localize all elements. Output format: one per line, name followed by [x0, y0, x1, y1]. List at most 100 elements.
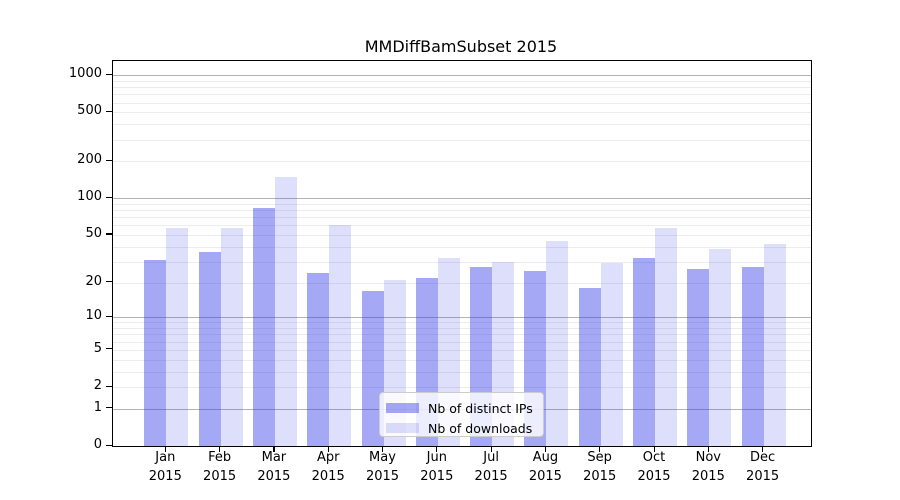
- gridline-8: [113, 328, 811, 330]
- bar-distinct-ips-jan: [144, 260, 167, 446]
- gridline-6: [113, 341, 811, 343]
- x-tick-mark-nov: [707, 446, 709, 452]
- gridline-30: [113, 261, 811, 263]
- gridline-60: [113, 225, 811, 227]
- bar-downloads-aug: [546, 240, 569, 446]
- gridline-100: [113, 198, 811, 200]
- bar-downloads-jan: [166, 228, 189, 446]
- gridline-800: [113, 87, 811, 89]
- bar-downloads-apr: [329, 225, 352, 446]
- y-tick-label-100: 100: [77, 189, 102, 205]
- gridline-700: [113, 94, 811, 96]
- bar-downloads-mar: [274, 176, 297, 446]
- legend-label-downloads: Nb of downloads: [428, 420, 533, 436]
- legend: Nb of distinct IPs Nb of downloads: [379, 392, 544, 437]
- bar-downloads-feb: [220, 228, 243, 446]
- bar-distinct-ips-feb: [198, 252, 221, 446]
- y-tick-label-5: 5: [93, 340, 102, 356]
- gridline-400: [113, 124, 811, 126]
- bar-distinct-ips-oct: [633, 258, 655, 446]
- y-tick-mark-100: [106, 196, 112, 198]
- x-tick-year: 2015: [365, 468, 400, 484]
- x-tick-label-mar: Mar 2015: [242, 449, 306, 486]
- x-tick-mark-may: [382, 446, 384, 452]
- x-tick-label-feb: Feb 2015: [188, 449, 252, 486]
- x-tick-label-jan: Jan 2015: [133, 449, 197, 486]
- x-tick-year: 2015: [637, 468, 671, 484]
- gridline-70: [113, 217, 811, 219]
- x-tick-month: Oct: [642, 450, 666, 465]
- x-tick-mark-feb: [219, 446, 221, 452]
- x-tick-mark-sep: [599, 446, 601, 452]
- bar-distinct-ips-may: [361, 290, 384, 446]
- y-tick-label-1000: 1000: [68, 66, 102, 82]
- y-tick-label-20: 20: [85, 273, 102, 289]
- x-tick-label-nov: Nov 2015: [676, 449, 740, 486]
- y-tick-mark-50: [106, 233, 112, 235]
- y-tick-label-200: 200: [77, 152, 102, 168]
- y-tick-label-500: 500: [77, 103, 102, 119]
- y-tick-mark-1000: [106, 73, 112, 75]
- x-tick-year: 2015: [257, 468, 291, 484]
- gridline-200: [113, 161, 811, 163]
- y-tick-label-1: 1: [93, 399, 102, 415]
- x-tick-mark-oct: [653, 446, 655, 452]
- x-tick-mark-jun: [436, 446, 438, 452]
- gridline-4: [113, 359, 811, 361]
- bar-downloads-dec: [763, 244, 786, 446]
- gridline-9: [113, 322, 811, 324]
- x-tick-mark-mar: [273, 446, 275, 452]
- x-tick-year: 2015: [474, 468, 508, 484]
- x-tick-mark-jul: [490, 446, 492, 452]
- y-tick-label-10: 10: [85, 308, 102, 324]
- chart-title: MMDiffBamSubset 2015: [364, 37, 558, 56]
- gridline-1000: [113, 75, 811, 77]
- y-tick-label-0: 0: [93, 437, 102, 452]
- gridline-2: [113, 387, 811, 388]
- legend-entry-distinct-ips: Nb of distinct IPs: [386, 398, 537, 418]
- gridline-3: [113, 371, 811, 373]
- y-tick-mark-10: [106, 315, 112, 317]
- bar-downloads-oct: [655, 228, 677, 446]
- bar-downloads-sep: [600, 263, 623, 446]
- y-tick-mark-500: [106, 110, 112, 112]
- x-tick-month: Nov: [695, 450, 721, 465]
- x-tick-month: Jan: [155, 450, 176, 465]
- plot-area: Nb of distinct IPs Nb of downloads: [112, 60, 812, 447]
- x-tick-year: 2015: [420, 468, 454, 484]
- gridline-10: [113, 317, 811, 319]
- gridline-80: [113, 210, 811, 212]
- gridline-500: [113, 112, 811, 114]
- x-tick-year: 2015: [148, 468, 182, 484]
- x-tick-month: Jun: [426, 450, 447, 465]
- x-tick-label-may: May 2015: [351, 449, 415, 486]
- bar-distinct-ips-nov: [687, 269, 710, 446]
- legend-label-distinct-ips: Nb of distinct IPs: [428, 400, 533, 416]
- gridline-7: [113, 334, 811, 336]
- x-tick-label-jun: Jun 2015: [405, 449, 469, 486]
- y-tick-mark-5: [106, 348, 112, 350]
- x-tick-mark-aug: [544, 446, 547, 452]
- y-tick-mark-200: [106, 159, 112, 161]
- bar-distinct-ips-dec: [741, 267, 764, 446]
- bar-downloads-nov: [709, 249, 732, 446]
- gridline-600: [113, 102, 811, 104]
- gridline-50: [113, 234, 811, 236]
- y-tick-label-50: 50: [85, 225, 102, 241]
- x-tick-label-dec: Dec 2015: [731, 449, 795, 486]
- x-tick-month: Dec: [750, 450, 776, 465]
- y-tick-mark-1: [106, 407, 112, 409]
- legend-swatch-distinct-ips: [386, 403, 419, 413]
- y-tick-mark-20: [106, 281, 112, 283]
- x-tick-year: 2015: [528, 468, 562, 484]
- x-tick-mark-apr: [327, 446, 329, 452]
- x-tick-year: 2015: [203, 468, 237, 484]
- x-tick-label-oct: Oct 2015: [622, 449, 686, 486]
- x-tick-month: Apr: [316, 450, 340, 465]
- y-tick-mark-2: [106, 385, 112, 387]
- x-tick-month: Mar: [261, 450, 287, 465]
- x-tick-label-aug: Aug 2015: [513, 449, 577, 486]
- x-tick-label-sep: Sep 2015: [568, 449, 632, 486]
- legend-entry-downloads: Nb of downloads: [386, 418, 537, 438]
